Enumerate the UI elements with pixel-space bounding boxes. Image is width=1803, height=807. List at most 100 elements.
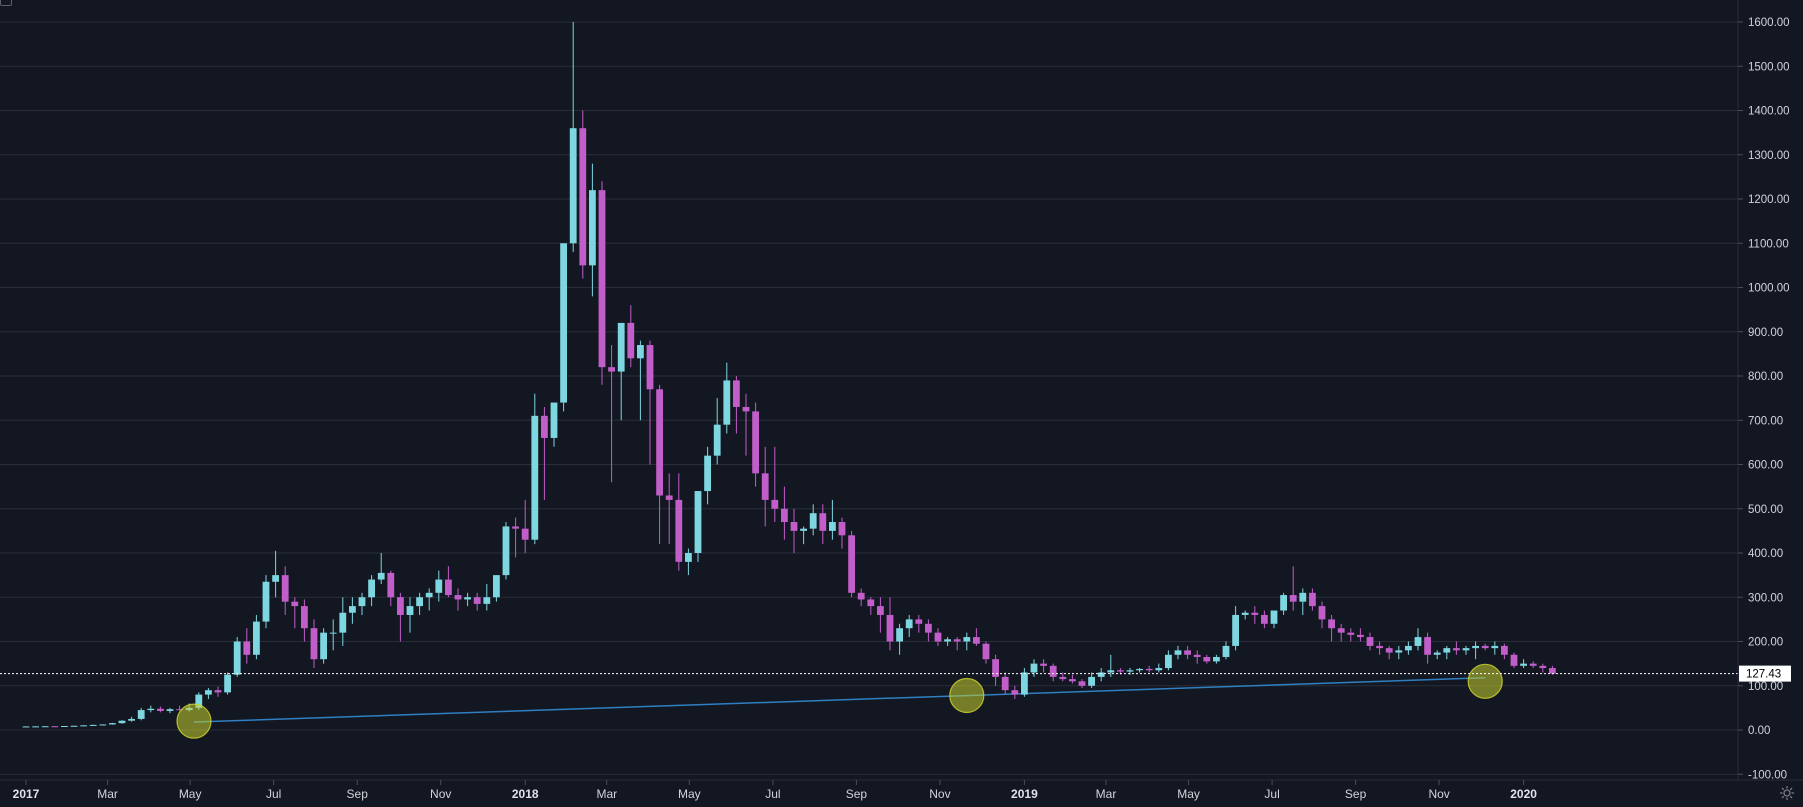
candle-body [166,709,174,711]
candle [665,473,673,545]
candle [128,716,135,722]
time-axis[interactable]: 2017 Mar May Jul Sep Nov 2018 Mar May Jul Sep Nov 20… [13,780,1538,801]
candle-body [61,726,68,728]
candle-body [1213,656,1220,662]
candle-body [214,690,222,693]
candle-body [70,725,78,727]
toolbar-checkbox-icon[interactable] [0,0,12,6]
candle-body [646,345,654,390]
y-tick-label: 1100.00 [1748,238,1789,250]
price-axis[interactable]: -100.00 0.00 100.00 200.00 300.00 400.00 500.0… [1738,17,1790,781]
y-tick-label: 800.00 [1748,371,1783,383]
candle [973,628,980,646]
candle [1261,610,1268,629]
candle-body [128,718,135,721]
settings-gear-icon[interactable] [1779,785,1795,801]
candle [1472,641,1479,660]
candle [848,530,855,598]
candle [1539,663,1547,673]
highlight-circle[interactable] [1467,663,1503,699]
candle [1395,645,1403,660]
candle [397,592,404,642]
candle-body [886,614,894,642]
candle-body [915,619,923,624]
candle-body [742,406,750,412]
grid-lines [0,21,1738,775]
candle-body [1501,645,1508,655]
x-tick-label: Jul [266,787,281,801]
candle-body [176,709,183,711]
candle-body [781,508,788,523]
candle [1481,643,1489,651]
candle [320,628,327,664]
candle-body [541,415,548,438]
candle [1462,645,1470,655]
y-tick-label: 1000.00 [1748,283,1790,295]
last-price-badge [1739,665,1791,682]
candle-body [752,411,759,474]
trendline[interactable] [193,677,1486,723]
candle [1213,654,1220,664]
candle-body [1539,665,1547,669]
candle-body [301,606,308,629]
candle-body [1232,614,1239,646]
candle-body [608,367,615,372]
candle [925,619,932,642]
candle-body [109,723,116,725]
candle [243,628,251,664]
candle [1309,588,1316,611]
candle [1078,679,1086,688]
candle-body [1529,663,1537,666]
candle [1241,610,1249,620]
candle-body [1174,650,1182,655]
last-price-value: 127.43 [1746,669,1781,681]
candle [358,592,366,615]
candle [137,707,145,721]
x-tick-label: Nov [1428,787,1449,801]
x-tick-label: Nov [929,787,950,801]
trendline-layer [193,677,1486,723]
candle-body [1184,650,1191,655]
candle [493,575,500,602]
candle-body [531,415,539,540]
candle-body [1049,665,1057,677]
candle-body [435,579,443,593]
candle-body [272,575,279,582]
highlight-circle[interactable] [176,703,212,739]
candle-body [1337,628,1345,633]
candle [205,687,212,700]
candle-body [1097,672,1105,677]
candle [608,345,615,483]
candle [877,597,884,633]
y-tick-label: 1500.00 [1748,61,1790,73]
x-tick-label: 2019 [1011,787,1038,801]
candle [742,393,750,456]
x-tick-label: 2018 [512,787,539,801]
candle-body [1520,663,1527,666]
candle-body [713,424,721,456]
candle-body [1030,663,1038,673]
y-tick-label: 600.00 [1748,460,1783,472]
candle-body [1165,654,1172,669]
candle [291,597,299,629]
x-tick-label: Sep [846,787,868,801]
candle [1136,668,1143,673]
candle-body [1289,595,1297,602]
highlight-circle[interactable] [949,677,985,714]
candle [1443,645,1451,660]
last-price-line: 127.43 [0,665,1791,682]
candle [675,473,683,571]
candle-body [310,628,318,660]
candle [1251,606,1259,624]
candle-body [41,726,49,728]
candle-body [118,720,126,724]
candle [22,726,30,728]
candle-body [1433,652,1441,655]
candle [694,491,702,562]
candle-body [790,522,798,531]
candle-body [1222,645,1230,657]
candle [502,522,510,580]
candle-body [1136,668,1143,671]
candle-body [934,632,942,642]
